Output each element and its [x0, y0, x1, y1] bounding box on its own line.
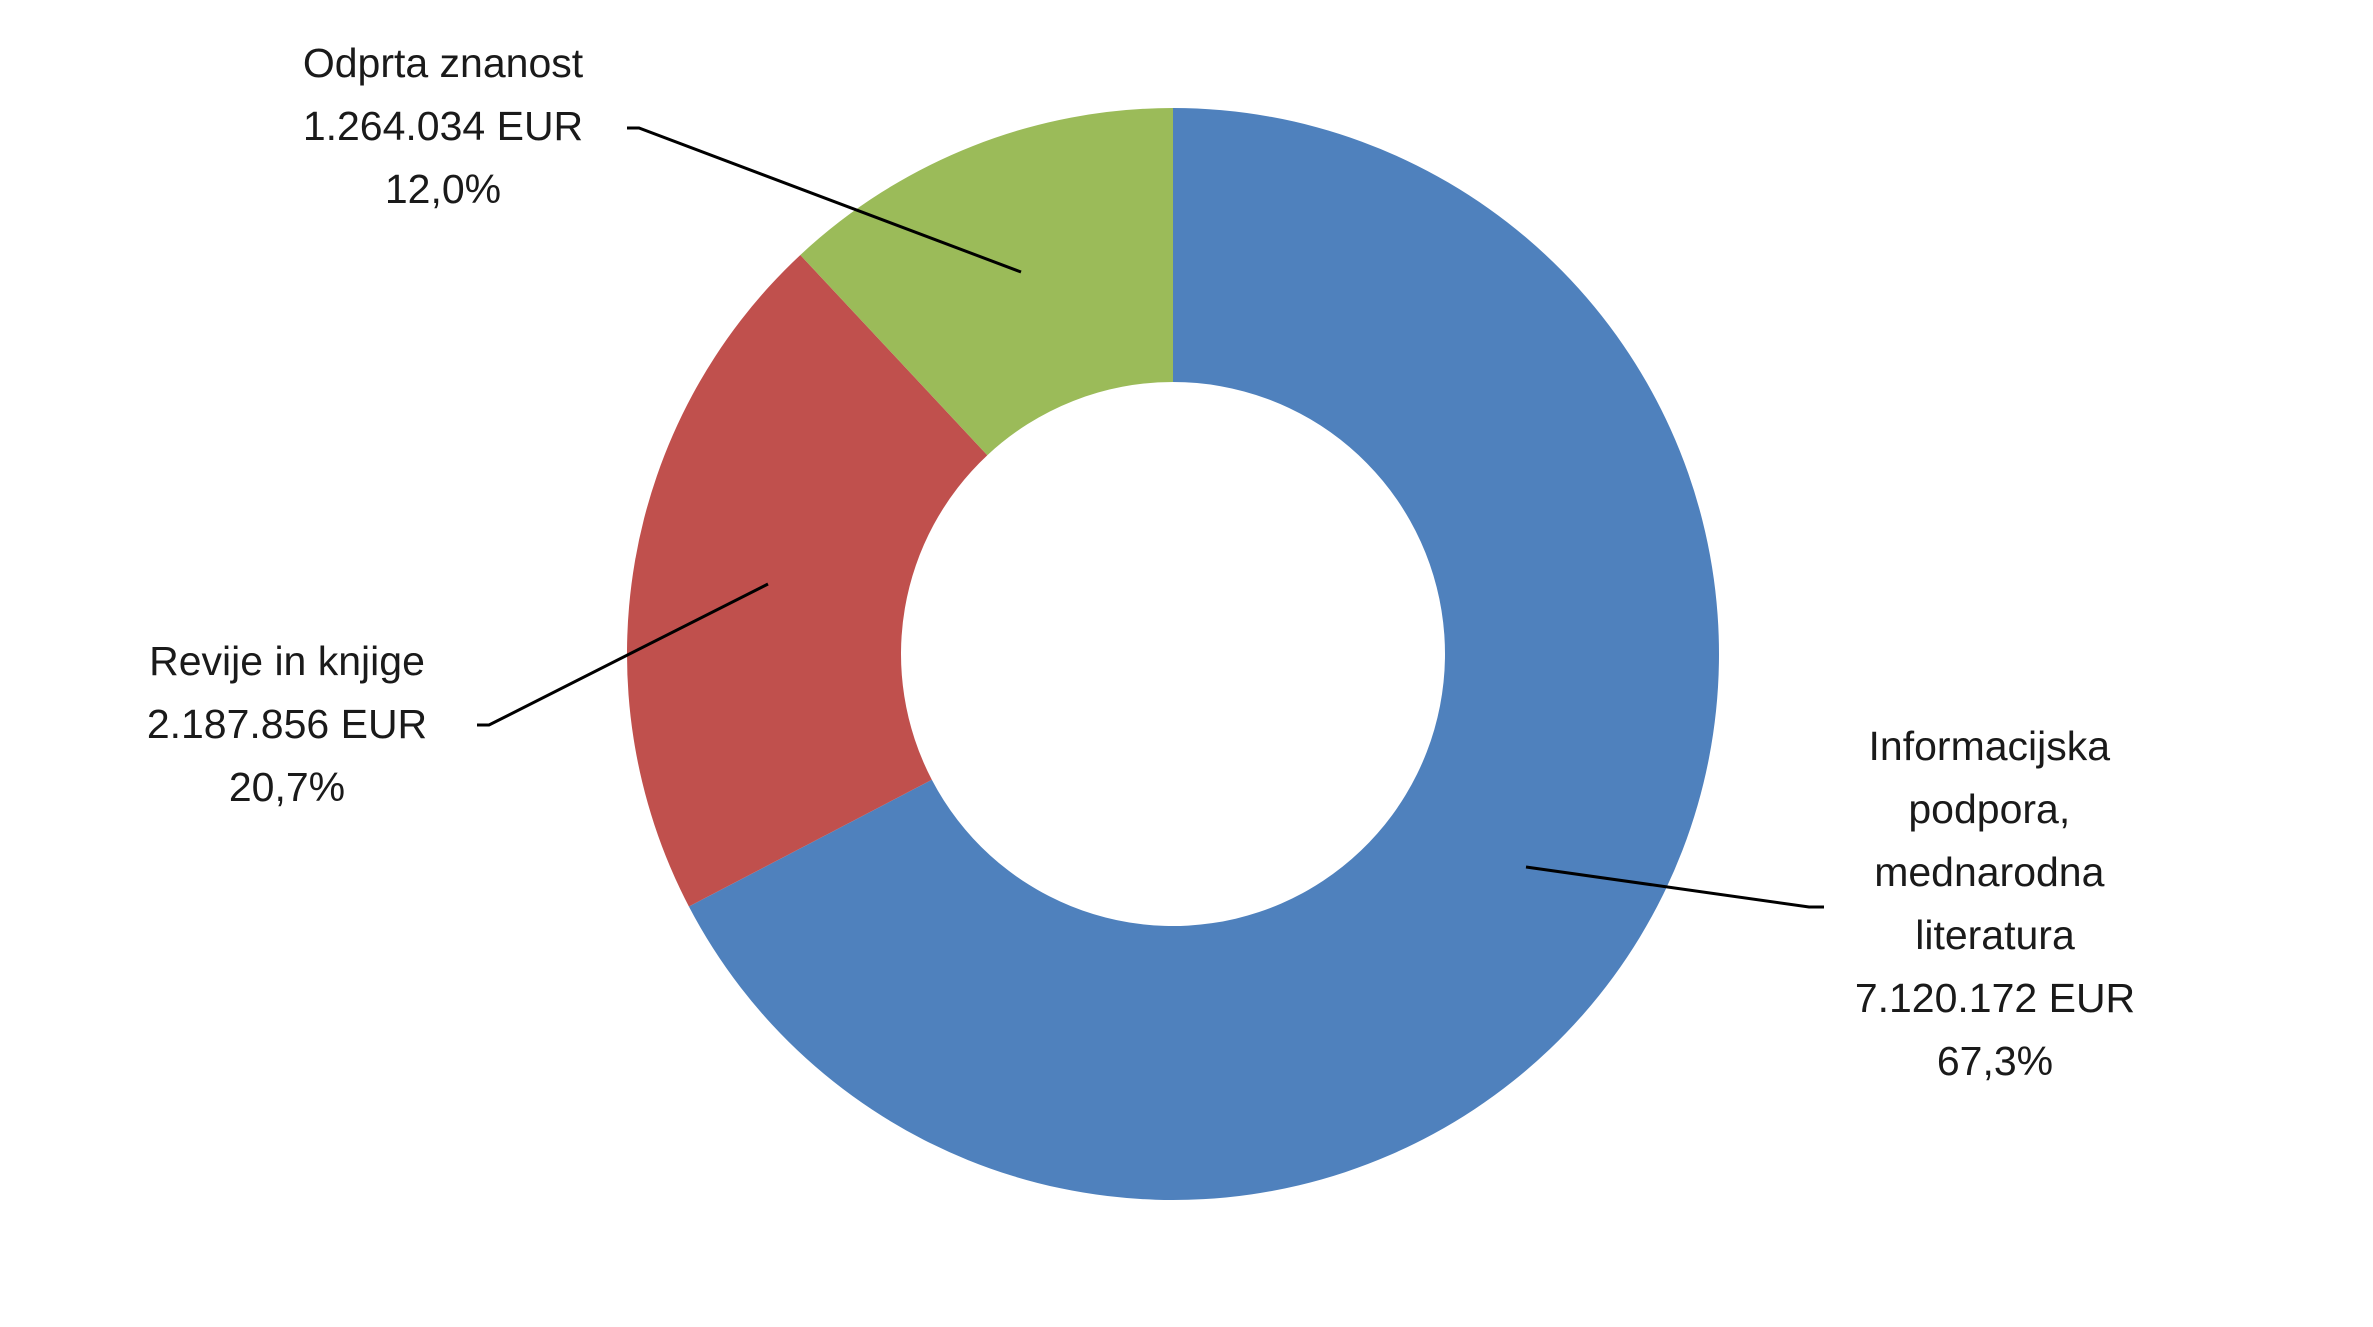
- value-label: 1.264.034 EUR: [303, 103, 583, 149]
- donut-segment: [688, 108, 1719, 1200]
- percentage-label: 67,3%: [1937, 1038, 2053, 1084]
- donut-segment: [627, 254, 988, 907]
- percentage-label: 12,0%: [385, 166, 501, 212]
- leader-line: [627, 126, 1022, 274]
- category-label: Odprta znanost: [303, 40, 584, 86]
- leader-line: [1525, 865, 1824, 909]
- value-label: 2.187.856 EUR: [147, 701, 427, 747]
- category-label: Revije in knjige: [149, 638, 425, 684]
- donut-segment: [800, 108, 1173, 456]
- percentage-label: 20,7%: [229, 764, 345, 810]
- category-label: Informacijska podpora, mednarodna litera…: [1869, 723, 2122, 958]
- value-label: 7.120.172 EUR: [1855, 975, 2135, 1021]
- leader-line: [477, 582, 769, 727]
